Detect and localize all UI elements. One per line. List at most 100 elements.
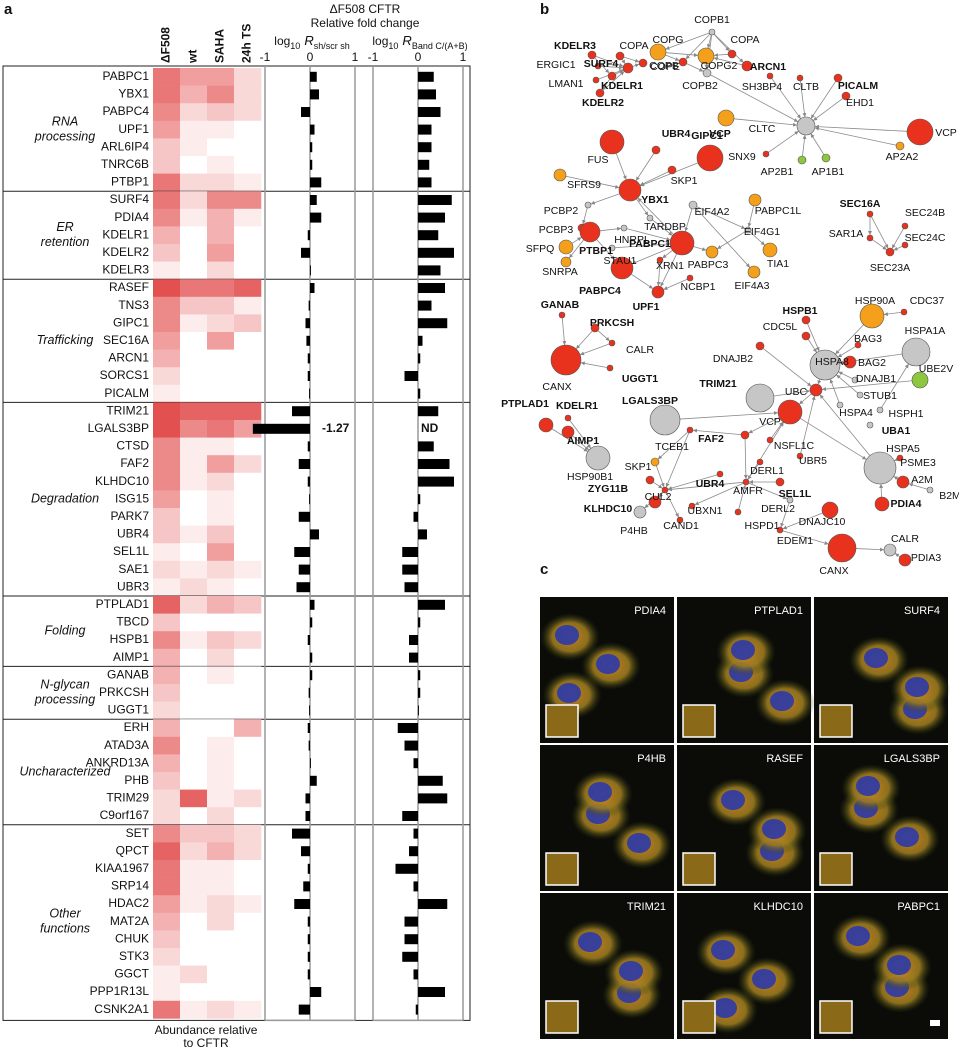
bar — [418, 494, 421, 505]
bar — [310, 124, 315, 135]
network-edge — [579, 343, 610, 356]
heatmap-cell — [207, 965, 235, 984]
node-label: PABPC3 — [688, 259, 729, 271]
heatmap-cell — [153, 296, 181, 315]
node-label: CDC5L — [763, 321, 798, 333]
nucleus — [578, 932, 602, 952]
heatmap-cell — [207, 666, 235, 685]
gene-label: ANKRD13A — [86, 755, 149, 769]
heatmap-cell — [207, 244, 235, 262]
network-node — [796, 74, 804, 82]
heatmap-cell — [153, 508, 181, 526]
bar — [308, 300, 310, 311]
bar — [292, 406, 310, 417]
network-node — [656, 256, 664, 264]
gene-label: SEL1L — [113, 544, 149, 558]
network-edge — [594, 57, 610, 74]
node-label: PCBP2 — [544, 205, 579, 217]
node-label: AIMP1 — [567, 435, 599, 447]
heatmap-cell — [207, 296, 235, 315]
network-edge — [810, 81, 837, 119]
network-node — [708, 28, 716, 36]
bar — [402, 811, 418, 821]
network-node — [797, 155, 807, 165]
heatmap-cell — [180, 1000, 208, 1019]
node-label: LMAN1 — [548, 78, 583, 90]
gene-label: ATAD3A — [104, 738, 149, 752]
heatmap-cell — [207, 701, 235, 720]
heatmap-cell — [180, 349, 208, 368]
bar — [307, 969, 310, 980]
heatmap-cell — [180, 490, 208, 509]
heatmap-cell — [153, 173, 181, 192]
heatmap-cell — [153, 596, 181, 614]
node-label: HSPA8 — [815, 356, 849, 368]
heatmap-cell — [207, 261, 235, 280]
bar — [305, 318, 310, 329]
network-edge — [653, 481, 663, 489]
heatmap-cell — [180, 191, 208, 210]
network-edge — [696, 206, 746, 230]
node-label: GIPC1 — [691, 130, 723, 142]
network-edge — [551, 428, 589, 452]
network-node — [688, 502, 696, 510]
node-label: AP2A2 — [886, 151, 919, 163]
heatmap-cell — [234, 789, 262, 808]
image-label: KLHDC10 — [753, 901, 803, 913]
node-label: KLHDC10 — [584, 503, 633, 515]
network-node — [745, 383, 775, 413]
node-label: PABPC4 — [579, 285, 621, 297]
heatmap-cell — [234, 842, 262, 861]
network-edge — [665, 492, 680, 518]
bar — [418, 687, 421, 698]
gene-label: GIPC1 — [113, 315, 149, 329]
heatmap-cell — [153, 578, 181, 597]
inset — [819, 852, 853, 886]
heatmap-cell — [180, 332, 208, 350]
heatmap-cell — [180, 789, 208, 808]
gene-label: ISG15 — [115, 491, 149, 505]
node-label: KDELR1 — [556, 400, 598, 412]
heatmap-cell — [207, 736, 235, 755]
bar — [298, 564, 310, 575]
inset — [545, 704, 579, 738]
heatmap-cell — [207, 85, 235, 104]
network-edge — [652, 219, 673, 236]
network-edge — [802, 134, 807, 157]
heatmap-cell — [234, 948, 262, 966]
node-label: PRKCSH — [590, 317, 634, 329]
bar — [310, 775, 317, 786]
heatmap-cell — [207, 807, 235, 826]
heatmap-cell — [234, 560, 262, 579]
network-edge — [662, 250, 673, 259]
network-edge — [686, 63, 704, 72]
heatmap-cell — [234, 472, 262, 491]
group-label: N-glycan — [40, 678, 89, 692]
network-edge — [771, 78, 802, 119]
node-label: PSME3 — [900, 457, 936, 469]
network-edge — [738, 484, 747, 510]
node-label: TRIM21 — [699, 378, 737, 390]
network-node — [744, 226, 752, 234]
heatmap-cell — [180, 666, 208, 685]
network-edge — [637, 197, 674, 235]
network-node — [561, 425, 575, 439]
heatmap-cell — [153, 983, 181, 1002]
heatmap-cell — [153, 666, 181, 685]
heatmap-cell — [207, 402, 235, 421]
heatmap-cell — [207, 437, 235, 456]
network-edge — [692, 428, 742, 436]
network-node — [705, 245, 719, 259]
heatmap-cell — [180, 68, 208, 86]
column-header: ΔF508 — [159, 27, 173, 63]
node-label: PICALM — [838, 80, 879, 92]
heatmap-cell — [234, 367, 262, 386]
network-node — [827, 533, 857, 563]
network-node — [854, 341, 862, 349]
heatmap-cell — [207, 490, 235, 509]
bar — [404, 740, 418, 751]
bar — [310, 89, 319, 100]
heatmap-cell — [153, 490, 181, 509]
bar — [413, 828, 418, 839]
node-label: DERL1 — [750, 465, 784, 477]
